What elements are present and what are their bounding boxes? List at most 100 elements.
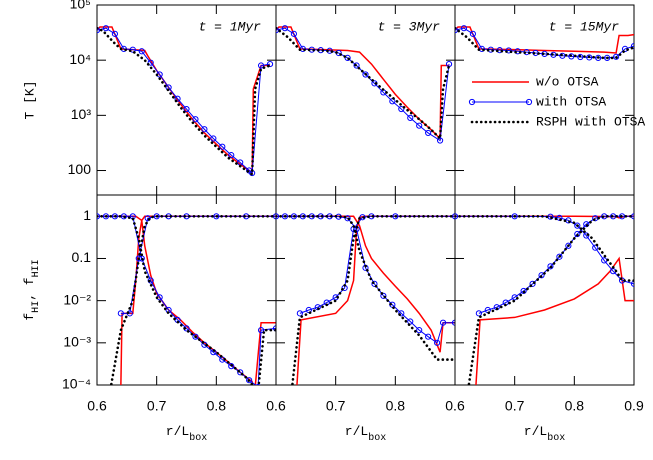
- marker: [586, 54, 593, 61]
- marker: [520, 287, 527, 295]
- series-line: [455, 26, 634, 60]
- marker: [102, 213, 110, 220]
- marker: [439, 319, 447, 326]
- marker: [362, 71, 369, 78]
- marker: [469, 30, 476, 37]
- marker: [210, 135, 217, 142]
- plot-area: [97, 25, 274, 177]
- x-tick-label: 0.8: [207, 398, 227, 414]
- marker: [380, 292, 387, 299]
- marker: [565, 242, 572, 249]
- marker: [228, 363, 235, 370]
- plot-area: [97, 213, 276, 385]
- marker: [266, 60, 274, 68]
- x-tick-label: 0.6: [266, 398, 286, 414]
- y-tick-label: 10³: [71, 106, 92, 122]
- marker: [111, 30, 119, 37]
- marker: [398, 310, 405, 317]
- legend-label: w/o OTSA: [536, 74, 599, 89]
- y-axis-label-part: , f: [22, 277, 37, 300]
- marker: [630, 280, 634, 287]
- panel-frame: [96, 194, 277, 386]
- marker: [228, 152, 235, 159]
- marker: [246, 377, 253, 384]
- marker: [138, 48, 145, 55]
- x-axis-label: r/Lbox: [345, 424, 386, 444]
- series-line: [276, 27, 450, 142]
- series-line: [109, 215, 276, 385]
- y-axis-label-part: f: [22, 313, 37, 321]
- plot-area: [455, 25, 634, 61]
- marker: [237, 369, 244, 376]
- marker: [276, 27, 280, 34]
- series-line: [97, 26, 271, 175]
- y-axis-label: fHI, fHII: [22, 259, 42, 320]
- marker: [434, 339, 441, 346]
- marker: [529, 280, 536, 287]
- marker: [257, 327, 265, 334]
- marker: [455, 27, 459, 34]
- marker: [153, 213, 160, 220]
- panel-frame: [275, 194, 456, 386]
- marker: [630, 42, 634, 50]
- marker: [568, 53, 575, 60]
- marker: [460, 25, 468, 32]
- marker: [174, 95, 181, 102]
- marker: [511, 213, 518, 220]
- marker: [613, 53, 620, 60]
- series-line: [97, 215, 276, 385]
- marker: [425, 129, 432, 137]
- marker: [416, 327, 423, 334]
- x-tick-label: 0.6: [445, 398, 465, 414]
- marker: [290, 30, 297, 37]
- panel-title: t = 3Myr: [378, 19, 441, 34]
- marker: [344, 54, 351, 61]
- x-axis-label-part: r/L: [345, 424, 368, 439]
- x-axis-label-part: box: [368, 432, 386, 444]
- series-line: [97, 215, 276, 385]
- x-axis-label-part: r/L: [524, 424, 547, 439]
- panel-title: t = 15Myr: [549, 19, 619, 34]
- series-line: [276, 215, 455, 344]
- series-line: [299, 215, 455, 314]
- marker: [604, 54, 611, 61]
- plot-area: [276, 213, 455, 385]
- marker: [257, 62, 265, 69]
- series-line: [276, 215, 455, 361]
- series-line: [478, 215, 634, 314]
- marker: [574, 230, 581, 238]
- series-line: [97, 215, 276, 385]
- marker: [147, 59, 154, 66]
- x-tick-label: 0.7: [505, 398, 525, 414]
- marker: [255, 383, 261, 385]
- series-line: [276, 215, 455, 353]
- x-tick-label: 0.9: [624, 398, 644, 414]
- marker: [407, 114, 414, 121]
- legend-label: RSPH with OTSA: [536, 114, 645, 129]
- y-tick-label: 10⁻³: [63, 334, 91, 350]
- marker: [192, 333, 199, 340]
- marker: [455, 213, 459, 220]
- panel-frame: [454, 194, 635, 386]
- marker: [577, 53, 584, 61]
- legend-marker: [525, 98, 533, 106]
- x-tick-label: 0.6: [87, 398, 107, 414]
- plot-area: [455, 213, 634, 385]
- marker: [281, 25, 289, 32]
- marker: [371, 280, 378, 287]
- y-tick-label: 10⁻⁴: [62, 376, 91, 392]
- series-line: [97, 26, 272, 177]
- x-tick-label: 0.8: [386, 398, 406, 414]
- marker: [353, 62, 360, 69]
- series-line: [291, 215, 455, 385]
- marker: [290, 213, 297, 220]
- panel-title: t = 1Myr: [199, 19, 262, 34]
- series-line: [276, 26, 451, 142]
- legend-label: with OTSA: [536, 94, 606, 109]
- marker: [574, 222, 581, 229]
- y-tick-label: 1: [83, 207, 91, 223]
- marker: [144, 215, 151, 222]
- y-tick-label: 0.1: [72, 249, 92, 265]
- marker: [416, 122, 423, 129]
